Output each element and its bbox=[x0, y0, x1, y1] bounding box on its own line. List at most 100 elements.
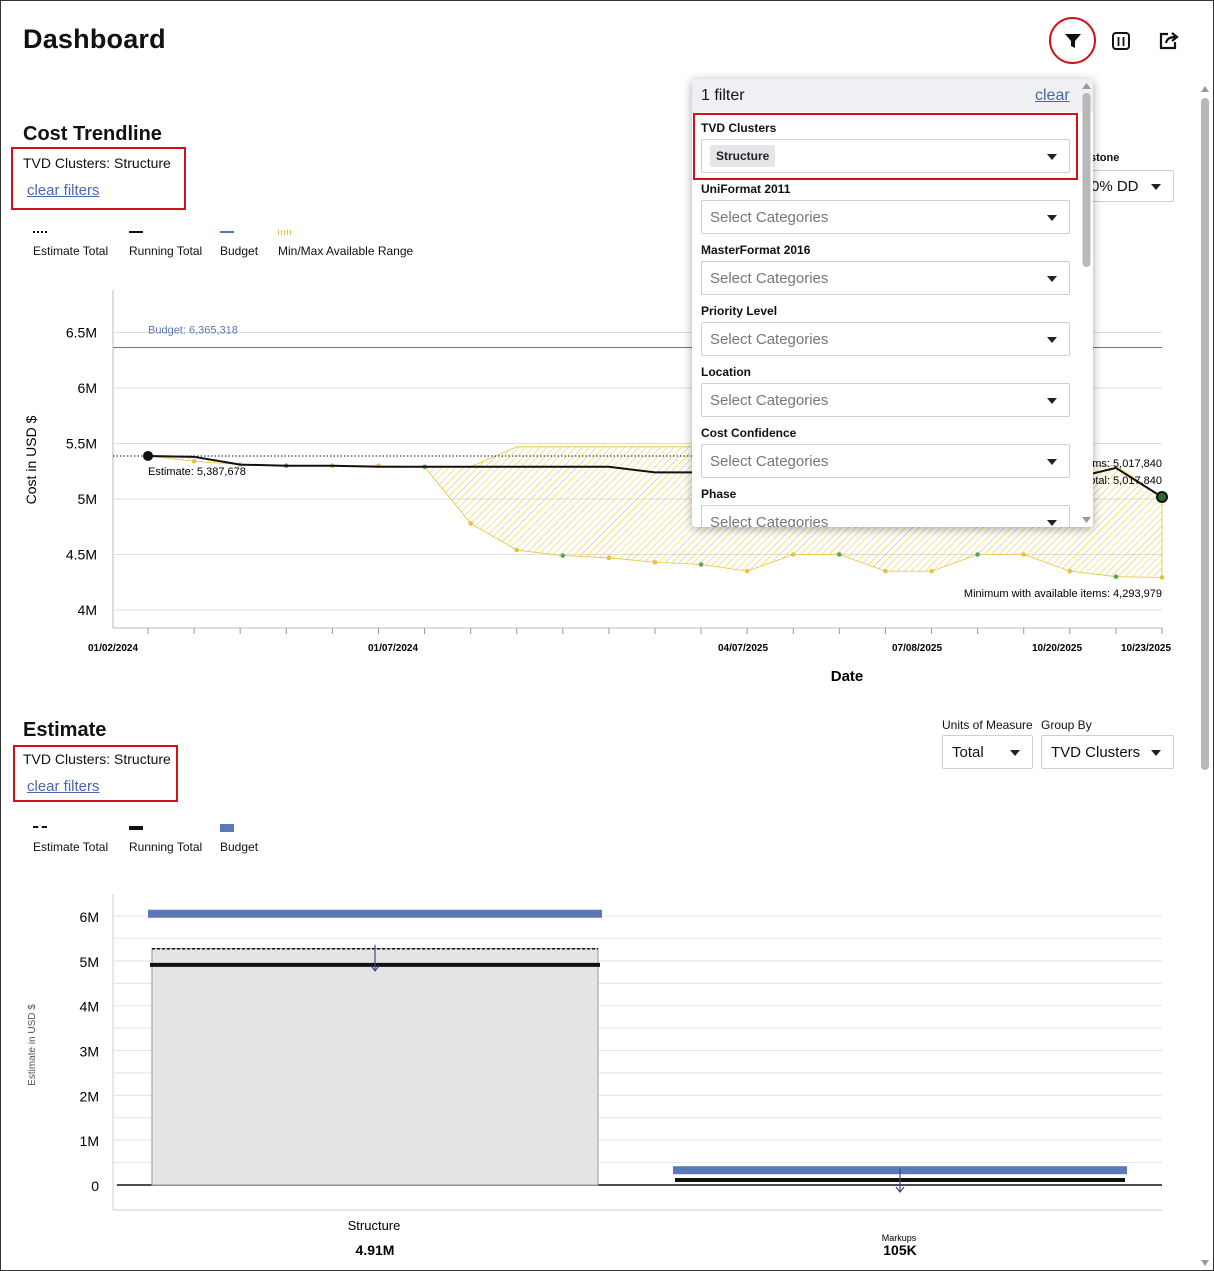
filter-clear-link[interactable]: clear bbox=[1035, 87, 1070, 104]
filter-label-masterformat: MasterFormat 2016 bbox=[701, 243, 811, 257]
end-label-items: ems: 5,017,840 bbox=[1086, 458, 1162, 470]
x-tick-label: 10/23/2025 bbox=[1121, 643, 1171, 654]
y-tick-label: 5M bbox=[78, 491, 97, 507]
x-axis-title: Date bbox=[831, 668, 864, 685]
est-legend-budget-swatch bbox=[220, 824, 234, 832]
y-tick-label: 6M bbox=[78, 380, 97, 396]
filter-label-tvd-clusters: TVD Clusters bbox=[701, 121, 777, 135]
filter-label-location: Location bbox=[701, 365, 751, 379]
units-of-measure-select[interactable]: Total bbox=[942, 735, 1033, 769]
est-legend-running-swatch bbox=[129, 826, 143, 830]
filter-panel-scrollbar-track bbox=[1082, 83, 1091, 523]
filter-label-phase: Phase bbox=[701, 487, 737, 501]
x-tick-label: 04/07/2025 bbox=[718, 643, 768, 654]
filter-select-tvd-clusters[interactable]: Structure bbox=[701, 139, 1070, 173]
minimum-label: Minimum with available items: 4,293,979 bbox=[964, 588, 1162, 600]
y-tick-label: 2M bbox=[80, 1088, 99, 1104]
budget-bar bbox=[148, 909, 602, 918]
filter-select-phase[interactable]: Select Categories bbox=[701, 505, 1070, 527]
filter-select-priority-level[interactable]: Select Categories bbox=[701, 322, 1070, 356]
range-min-point bbox=[1113, 574, 1119, 579]
x-tick-label: 07/08/2025 bbox=[892, 643, 942, 654]
range-min-point bbox=[883, 568, 888, 574]
range-min-point bbox=[191, 458, 197, 464]
milestone-label: stone bbox=[1090, 152, 1120, 164]
estimate-filter-summary: TVD Clusters: Structure bbox=[23, 751, 171, 767]
filter-panel-scrollbar[interactable] bbox=[1080, 79, 1093, 527]
estimate-bar-chart: 0 1M 2M 3M 4M 5M 6M Estimate in USD $ Structure 4… bbox=[27, 894, 1162, 1258]
estimate-title: Estimate bbox=[23, 719, 107, 741]
chevron-down-icon bbox=[1151, 184, 1161, 190]
filter-placeholder: Select Categories bbox=[710, 330, 829, 348]
columns-button[interactable] bbox=[1105, 25, 1137, 57]
milestone-value: 0% DD bbox=[1091, 177, 1139, 195]
y-tick-label: 6M bbox=[80, 909, 99, 925]
running-total-start-point bbox=[143, 450, 153, 461]
budget-label: Budget: 6,365,318 bbox=[148, 324, 238, 336]
legend-running-swatch bbox=[129, 231, 143, 233]
filter-placeholder: Select Categories bbox=[710, 269, 829, 287]
chevron-down-icon bbox=[1047, 337, 1057, 343]
milestone-select[interactable]: 0% DD bbox=[1078, 170, 1174, 202]
chevron-down-icon bbox=[1047, 276, 1057, 282]
group-by-value: TVD Clusters bbox=[1051, 743, 1141, 761]
filter-select-location[interactable]: Select Categories bbox=[701, 383, 1070, 417]
filter-select-cost-confidence[interactable]: Select Categories bbox=[701, 444, 1070, 478]
x-tick-label: 01/07/2024 bbox=[368, 643, 418, 654]
y-tick-label: 5M bbox=[80, 954, 99, 970]
export-button[interactable] bbox=[1153, 25, 1185, 57]
delta-arrow-head bbox=[370, 965, 380, 972]
page-scrollbar-track bbox=[1201, 86, 1209, 1266]
range-min-point bbox=[652, 559, 658, 565]
range-min-point bbox=[1159, 575, 1165, 580]
legend-range-swatch bbox=[278, 230, 292, 235]
filter-select-masterformat[interactable]: Select Categories bbox=[701, 261, 1070, 295]
range-min-point bbox=[560, 553, 566, 558]
category-label: Markups bbox=[882, 1233, 917, 1243]
filter-placeholder: Select Categories bbox=[710, 208, 829, 226]
legend-running-total: Running Total bbox=[129, 244, 203, 258]
chevron-down-icon bbox=[1047, 520, 1057, 526]
end-label-total: otal: 5,017,840 bbox=[1089, 475, 1162, 487]
y-axis-title: Cost in USD $ bbox=[23, 415, 39, 504]
category-label: Structure bbox=[348, 1218, 401, 1233]
filter-label-uniformat: UniFormat 2011 bbox=[701, 182, 791, 196]
group-by-select[interactable]: TVD Clusters bbox=[1041, 735, 1174, 769]
trend-clear-filters-link[interactable]: clear filters bbox=[27, 182, 100, 199]
estimate-clear-filters-link[interactable]: clear filters bbox=[27, 778, 100, 795]
y-tick-label: 1M bbox=[80, 1133, 99, 1149]
filter-chip-structure[interactable]: Structure bbox=[710, 145, 776, 167]
estimate-filter-highlight bbox=[13, 745, 178, 802]
legend-estimate-total: Estimate Total bbox=[33, 244, 109, 258]
export-icon bbox=[1159, 32, 1179, 50]
range-min-point bbox=[975, 552, 980, 557]
range-min-point bbox=[468, 521, 473, 526]
filter-select-uniformat[interactable]: Select Categories bbox=[701, 200, 1070, 234]
y-tick-label: 4M bbox=[80, 999, 99, 1015]
range-min-point bbox=[1021, 552, 1027, 557]
y-axis-title: Estimate in USD $ bbox=[27, 1004, 38, 1086]
chevron-down-icon bbox=[1047, 215, 1057, 221]
filter-count: 1 filter bbox=[701, 87, 745, 104]
filter-label-cost-confidence: Cost Confidence bbox=[701, 426, 797, 440]
range-min-point bbox=[698, 562, 704, 567]
est-legend-estimate-swatch bbox=[33, 826, 47, 828]
y-tick-label: 4M bbox=[78, 602, 97, 618]
filter-placeholder: Select Categories bbox=[710, 391, 829, 409]
delta-arrow-head bbox=[895, 1186, 905, 1193]
estimate-bar bbox=[151, 948, 599, 1186]
est-legend-budget: Budget bbox=[220, 840, 259, 854]
filter-label-priority-level: Priority Level bbox=[701, 304, 778, 318]
estimate-label: Estimate: 5,387,678 bbox=[148, 466, 246, 478]
page-scrollbar[interactable] bbox=[1198, 82, 1212, 1271]
y-tick-label: 0 bbox=[91, 1178, 99, 1194]
filter-panel: 1 filter clear TVD Clusters Structure Un… bbox=[692, 79, 1093, 527]
trend-filter-summary: TVD Clusters: Structure bbox=[23, 155, 171, 171]
y-tick-label: 3M bbox=[80, 1044, 99, 1060]
chevron-down-icon bbox=[1047, 459, 1057, 465]
columns-icon bbox=[1112, 32, 1130, 50]
legend-budget: Budget bbox=[220, 244, 259, 258]
legend-budget-swatch bbox=[220, 231, 234, 233]
y-tick-label: 4.5M bbox=[66, 547, 97, 563]
chevron-down-icon bbox=[1010, 750, 1020, 756]
